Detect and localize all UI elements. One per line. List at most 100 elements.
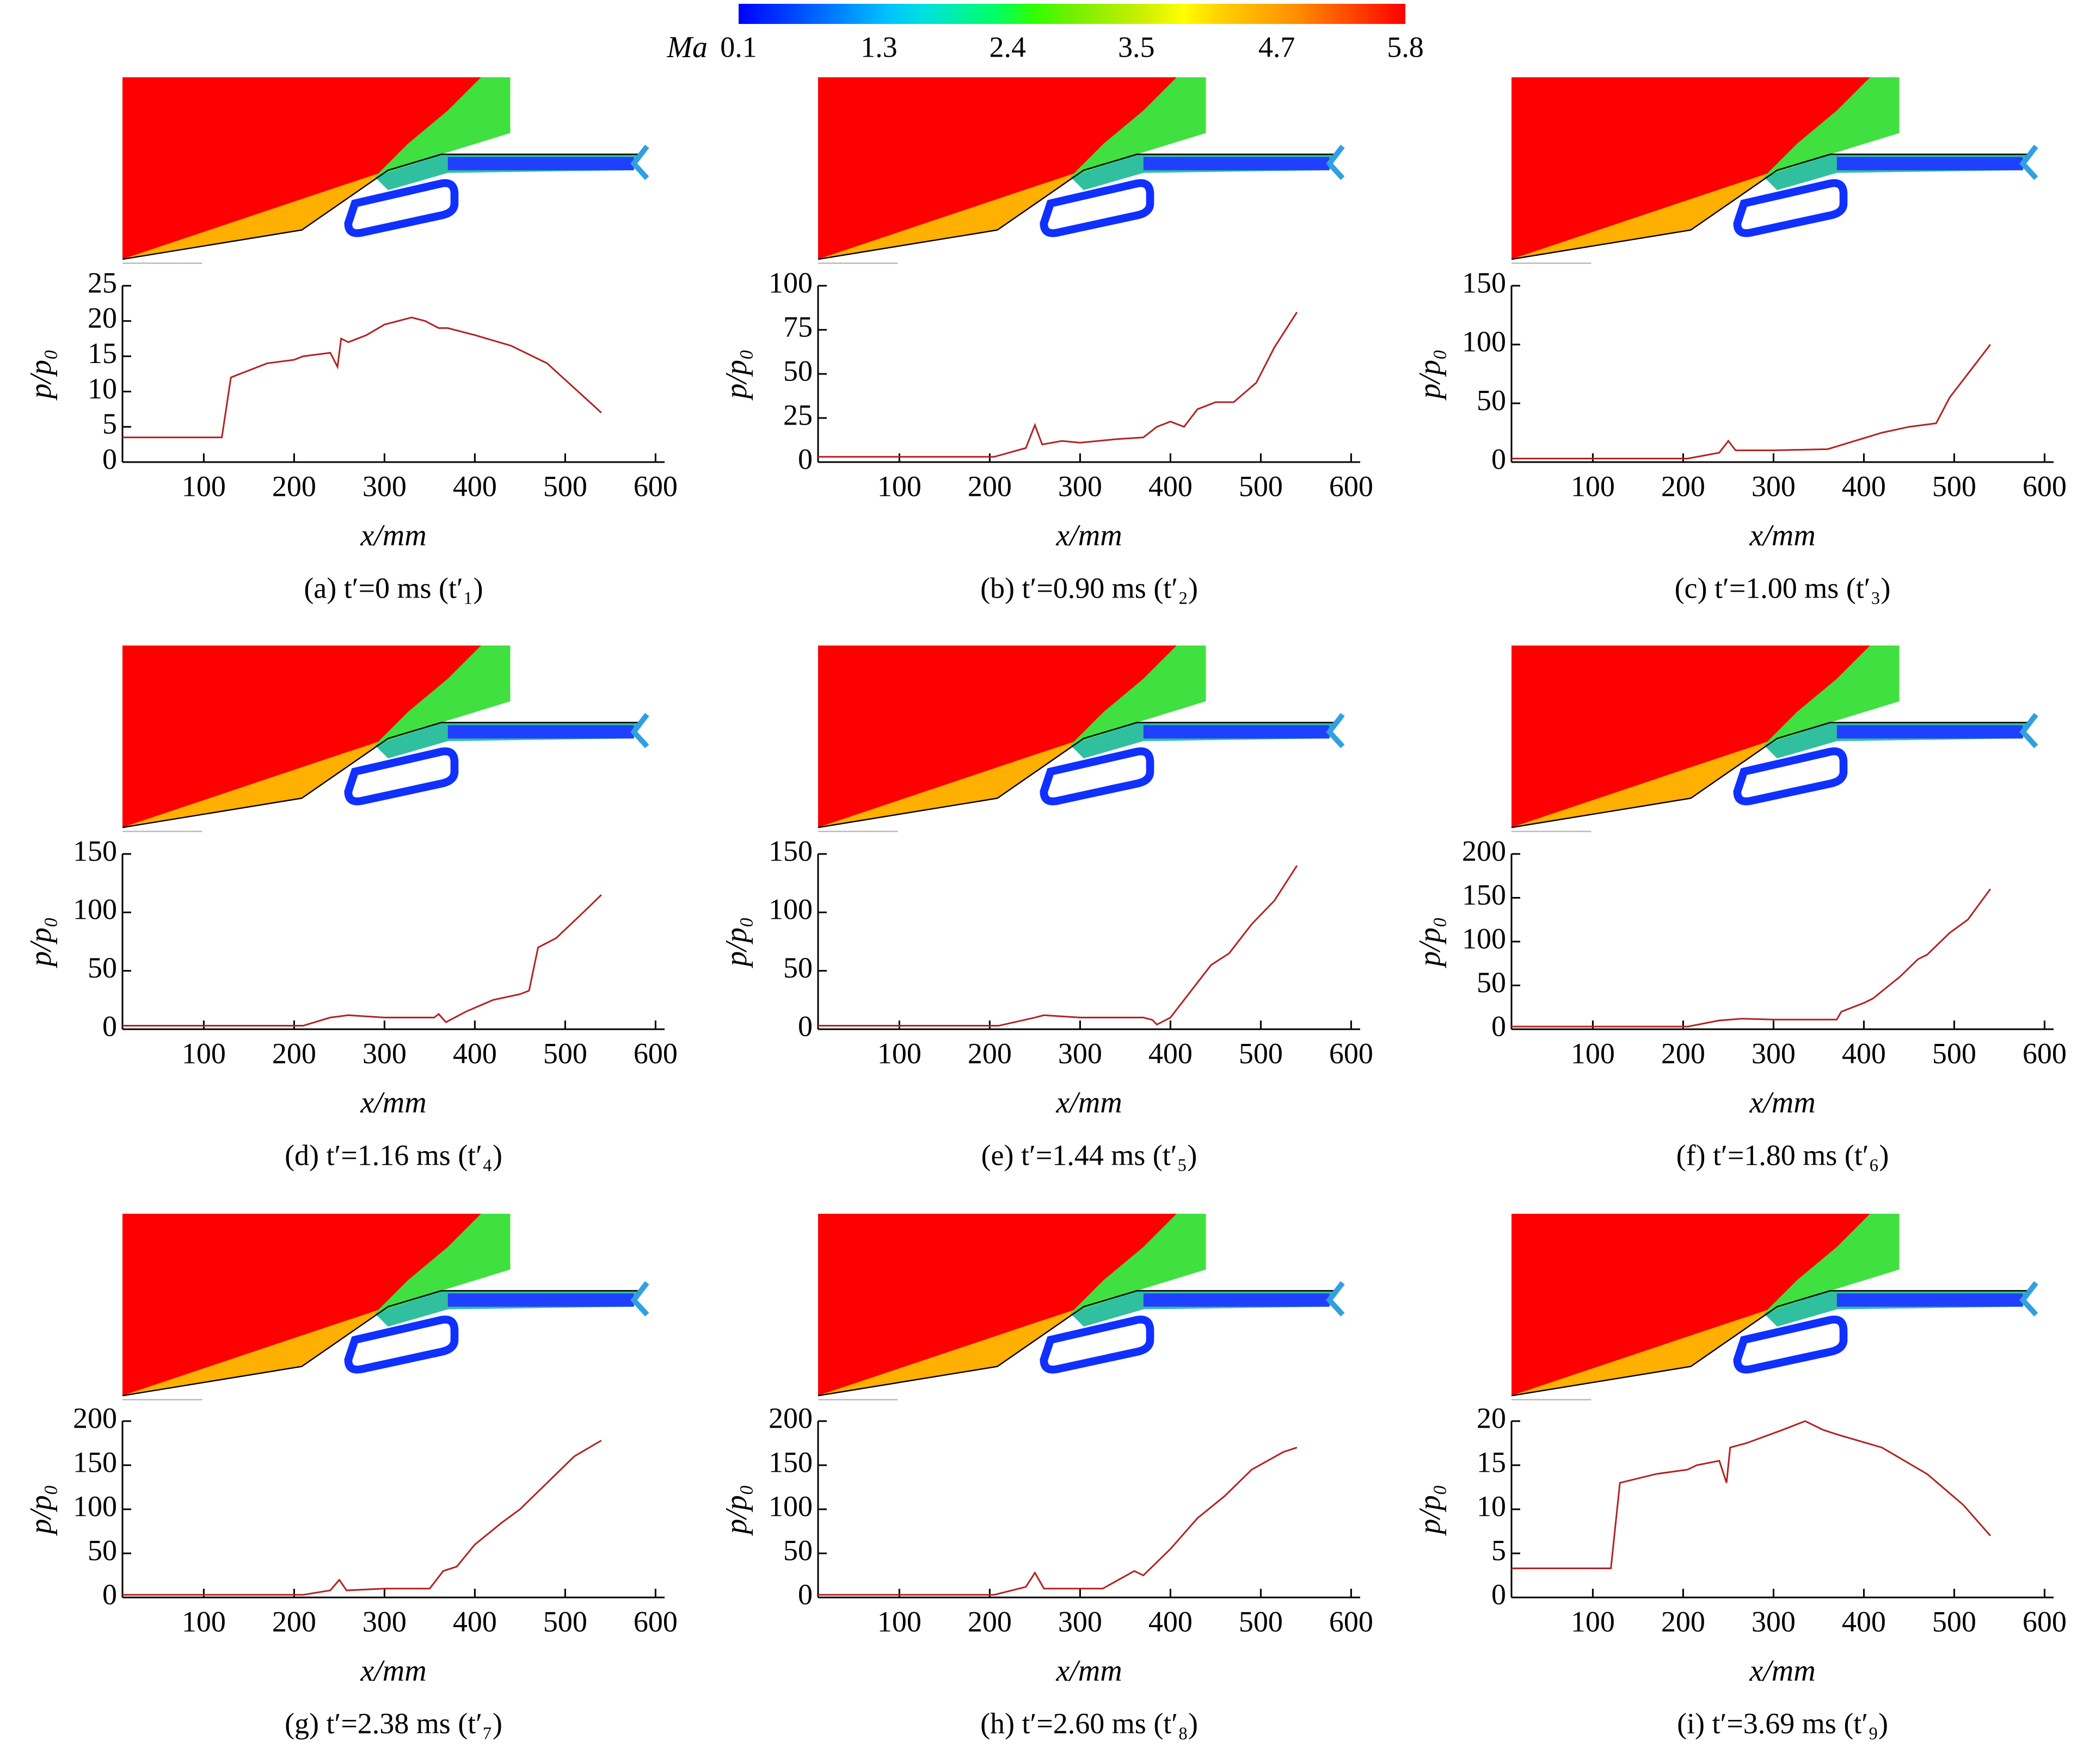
y-tick-label: 50	[1477, 966, 1506, 999]
x-tick-label: 200	[968, 1037, 1012, 1070]
x-tick-label: 200	[1661, 1037, 1705, 1070]
pressure-curve	[122, 1440, 602, 1596]
freestream-region	[122, 1214, 511, 1396]
freestream-region	[818, 1214, 1206, 1396]
y-tick-label: 50	[1477, 384, 1506, 416]
caption: (d) t′=1.16 ms (t′₄)	[285, 1139, 502, 1171]
y-tick-label: 150	[769, 834, 813, 867]
x-tick-label: 100	[877, 1605, 921, 1638]
shock-region	[374, 646, 511, 745]
x-tick-label: 500	[1239, 1037, 1283, 1070]
y-tick-label: 100	[769, 266, 813, 299]
colorbar-tick-label: 5.8	[1387, 30, 1424, 63]
x-axis-label: x/mm	[360, 519, 426, 552]
compression-region	[818, 1306, 1084, 1396]
x-tick-label: 300	[1752, 1037, 1796, 1070]
y-tick-label: 50	[783, 354, 813, 387]
x-tick-label: 500	[1932, 1605, 1976, 1638]
y-axis-label: p/p₀	[720, 1484, 753, 1536]
x-tick-label: 400	[1148, 470, 1193, 502]
y-tick-label: 75	[783, 310, 813, 343]
isolator	[1143, 157, 1330, 170]
flow-field	[818, 1214, 1345, 1400]
exit-chevron	[630, 1281, 649, 1317]
caption: (c) t′=1.00 ms (t′₃)	[1675, 571, 1891, 604]
y-tick-label: 100	[73, 893, 117, 926]
y-axis-label: p/p₀	[24, 349, 58, 401]
y-tick-label: 5	[102, 408, 117, 440]
y-tick-label: 25	[88, 266, 117, 299]
x-tick-label: 100	[1571, 1037, 1615, 1070]
x-tick-label: 600	[634, 1037, 678, 1070]
exit-chevron	[1326, 712, 1345, 748]
x-tick-label: 500	[543, 470, 587, 502]
x-tick-label: 100	[1571, 1605, 1615, 1638]
shock-region	[1070, 77, 1206, 177]
flow-field	[1511, 77, 2038, 264]
ramp-wall	[122, 1290, 641, 1397]
freestream-region	[818, 646, 1206, 828]
y-tick-label: 150	[1462, 266, 1506, 299]
x-axis-label: x/mm	[360, 1654, 426, 1688]
exit-chevron	[630, 712, 649, 748]
x-tick-label: 300	[1058, 470, 1102, 502]
shock-region	[1764, 77, 1900, 177]
y-tick-label: 0	[798, 442, 813, 475]
y-tick-label: 200	[73, 1402, 117, 1434]
compression-region	[1511, 1306, 1777, 1396]
x-tick-label: 600	[2023, 470, 2067, 502]
exit-chevron	[1326, 144, 1345, 180]
pressure-curve	[122, 894, 602, 1027]
y-tick-label: 20	[88, 302, 117, 334]
pressure-curve	[122, 316, 602, 439]
caption: (b) t′=0.90 ms (t′₂)	[980, 571, 1198, 604]
x-tick-label: 400	[453, 1605, 497, 1638]
freestream-region	[1511, 1214, 1900, 1396]
y-tick-label: 50	[783, 1534, 813, 1566]
cavity-loop	[344, 179, 459, 237]
x-axis-label: x/mm	[1055, 1086, 1122, 1120]
y-tick-label: 0	[102, 1578, 117, 1611]
exit-chevron	[2019, 1281, 2038, 1317]
x-axis-label: x/mm	[1055, 1654, 1122, 1688]
x-tick-label: 500	[543, 1605, 587, 1638]
ramp-wall	[818, 1290, 1336, 1397]
colorbar-tick-label: 3.5	[1118, 30, 1155, 63]
pressure-curve	[1511, 344, 1991, 460]
cavity-loop	[344, 747, 459, 806]
y-axis-label: p/p₀	[24, 1484, 58, 1536]
x-tick-label: 100	[182, 470, 226, 502]
compression-region	[1511, 738, 1777, 828]
pressure-curve	[1511, 888, 1992, 1028]
caption: (a) t′=0 ms (t′₁)	[304, 571, 483, 604]
y-tick-label: 0	[102, 1010, 117, 1042]
y-tick-label: 150	[73, 834, 117, 867]
y-tick-label: 0	[1491, 1010, 1506, 1042]
y-tick-label: 10	[1477, 1490, 1506, 1522]
flow-field	[122, 646, 649, 832]
ramp-wall	[818, 722, 1336, 828]
exit-chevron	[630, 144, 649, 180]
x-tick-label: 300	[1058, 1605, 1102, 1638]
flow-field	[122, 1214, 649, 1400]
x-tick-label: 500	[1239, 470, 1283, 502]
caption: (f) t′=1.80 ms (t′₆)	[1676, 1139, 1889, 1171]
flow-field	[818, 646, 1345, 832]
x-tick-label: 100	[1571, 470, 1615, 502]
x-tick-label: 300	[1752, 470, 1796, 502]
x-tick-label: 300	[1058, 1037, 1102, 1070]
y-axis-label: p/p₀	[1413, 917, 1447, 968]
flow-field	[1511, 646, 2038, 832]
x-axis-label: x/mm	[1749, 1086, 1815, 1120]
x-tick-label: 200	[968, 1605, 1012, 1638]
isolator	[1143, 725, 1330, 739]
shock-region	[374, 77, 511, 177]
x-tick-label: 400	[1842, 470, 1886, 502]
exit-chevron	[2019, 712, 2038, 748]
caption: (e) t′=1.44 ms (t′₅)	[981, 1139, 1197, 1171]
y-tick-label: 20	[1477, 1402, 1506, 1434]
colorbar-label: Ma	[666, 30, 708, 64]
y-tick-label: 0	[798, 1010, 813, 1042]
x-tick-label: 200	[968, 470, 1012, 502]
